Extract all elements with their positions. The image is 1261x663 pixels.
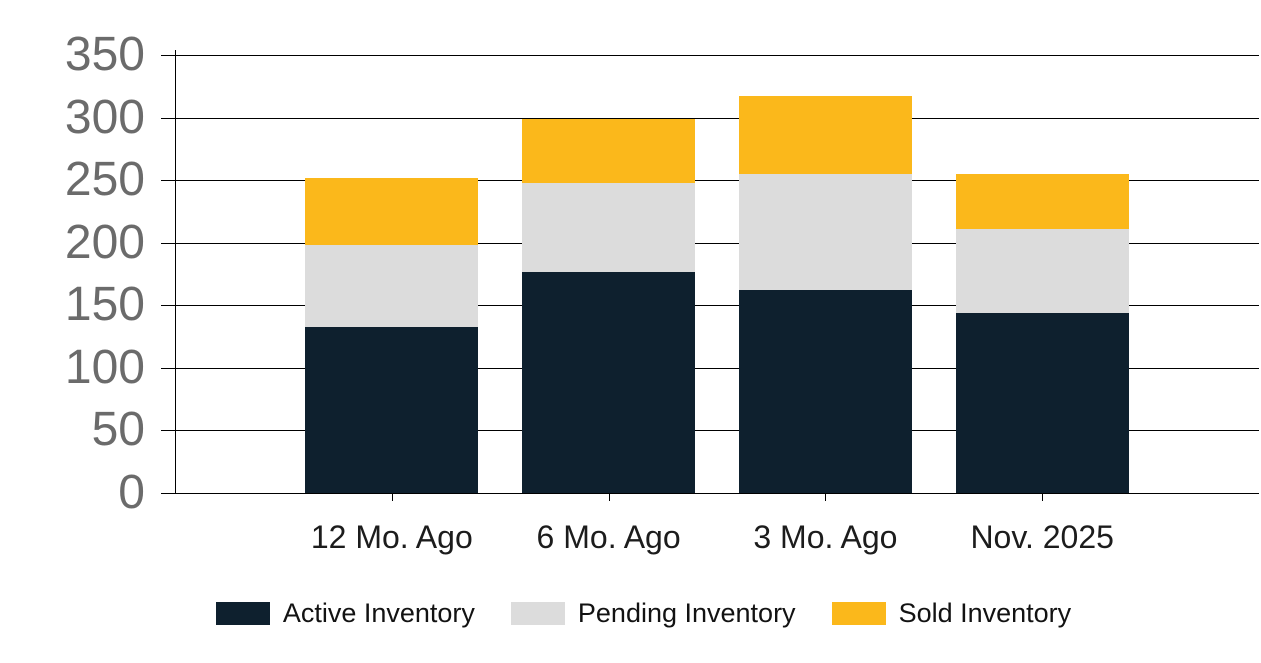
segment-sold-inventory [305, 177, 479, 246]
y-axis-tick-200 [161, 242, 175, 244]
legend-entry-pending-inventory: Pending Inventory [510, 598, 796, 628]
x-axis-label-12-mo-ago: 12 Mo. Ago [310, 519, 473, 555]
y-axis-tick-label: 200 [64, 215, 145, 269]
legend-swatch-sold-inventory [831, 602, 886, 625]
gridline-150 [175, 305, 1259, 307]
bar-6-mo-ago [522, 55, 696, 493]
y-axis-tick-100 [161, 367, 175, 369]
y-axis-tick-label: 0 [118, 466, 145, 519]
gridline-350 [175, 55, 1259, 56]
legend-label-pending-inventory: Pending Inventory [577, 598, 796, 628]
segment-pending-inventory [738, 173, 912, 291]
y-axis-tick-300 [161, 117, 175, 119]
segment-sold-inventory [955, 173, 1129, 229]
legend-swatch-pending-inventory [510, 602, 565, 625]
x-axis-label-6-mo-ago: 6 Mo. Ago [536, 519, 681, 555]
y-axis-tick-350 [161, 55, 175, 56]
y-axis-tick-label: 300 [64, 90, 145, 144]
x-axis-tick-6-mo-ago [608, 493, 610, 501]
gridline-200 [175, 242, 1259, 244]
y-axis-tick-label: 100 [64, 340, 145, 394]
segment-active-inventory [955, 312, 1129, 493]
gridline-50 [175, 430, 1259, 432]
y-axis-tick-250 [161, 180, 175, 182]
plot-area: 0 50 100 150 200 250 300 350 [65, 31, 1259, 517]
segment-pending-inventory [305, 245, 479, 327]
gridline-250 [175, 180, 1259, 182]
segment-active-inventory [738, 290, 912, 493]
x-axis-tick-3-mo-ago [825, 493, 827, 501]
bar-nov-2025 [955, 55, 1129, 493]
y-axis-tick-50 [161, 430, 175, 432]
x-axis-tick-nov-2025 [1042, 493, 1044, 501]
y-axis-line [175, 50, 176, 494]
y-axis-tick-150 [161, 305, 175, 307]
gridline-300 [175, 117, 1259, 119]
y-axis-tick-label: 350 [64, 28, 145, 81]
x-axis-label-nov-2025: Nov. 2025 [970, 519, 1114, 555]
legend-label-sold-inventory: Sold Inventory [898, 598, 1072, 628]
legend: Active Inventory Pending Inventory Sold In… [13, 600, 1261, 627]
gridline-0 [175, 493, 1259, 494]
legend-entry-active-inventory: Active Inventory [215, 598, 475, 628]
legend-entry-sold-inventory: Sold Inventory [831, 598, 1072, 628]
segment-sold-inventory [522, 118, 696, 183]
legend-label-active-inventory: Active Inventory [282, 598, 475, 628]
segment-active-inventory [522, 271, 696, 493]
segment-pending-inventory [522, 182, 696, 272]
segment-pending-inventory [955, 228, 1129, 313]
y-axis-tick-label: 50 [91, 403, 145, 457]
gridline-100 [175, 367, 1259, 369]
y-axis-tick-0 [161, 493, 175, 494]
legend-swatch-active-inventory [215, 602, 270, 625]
bar-3-mo-ago [738, 55, 912, 493]
x-axis-label-3-mo-ago: 3 Mo. Ago [753, 519, 898, 555]
segment-sold-inventory [738, 96, 912, 174]
x-axis-tick-12-mo-ago [391, 493, 393, 501]
y-axis-tick-label: 250 [64, 153, 145, 207]
y-axis-tick-label: 150 [64, 278, 145, 332]
segment-active-inventory [305, 326, 479, 493]
bar-12-mo-ago [305, 55, 479, 493]
